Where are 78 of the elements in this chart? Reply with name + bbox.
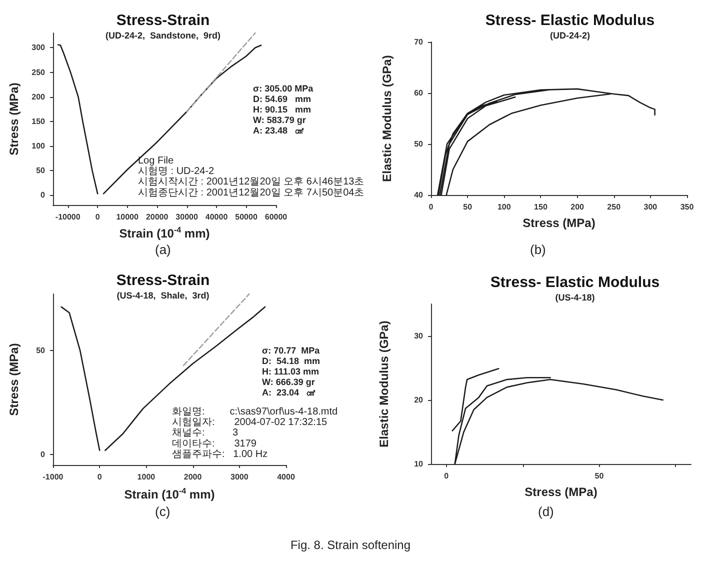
x-axis-title: Stress (MPa) <box>522 216 596 230</box>
x-tick-label: 150 <box>534 202 548 212</box>
annotation: 화일명: c:\sas97\orf\us-4-18.mtd <box>172 406 338 418</box>
y-tick-label: 30 <box>414 332 424 340</box>
x-tick-label: 50 <box>594 472 604 480</box>
x-tick-label: 350 <box>680 202 694 212</box>
y-tick-label: 200 <box>32 92 46 102</box>
chart-title: Stress- Elastic Modulus <box>485 12 655 29</box>
annotation: D: 54.18 mm <box>262 356 320 366</box>
annotation: 시험시작시간 : 2001년12월20일 오후 6시46분13초 <box>138 176 364 188</box>
y-tick-label: 300 <box>32 43 46 52</box>
chart-subtitle: (US-4-18, Shale, 3rd) <box>116 290 210 300</box>
annotation: H: 111.03 mm <box>262 366 320 376</box>
x-tick-label: 1000 <box>137 472 156 482</box>
annotation: 시험일자: 2004-07-02 17:32:15 <box>172 417 328 428</box>
x-tick-label: 4000 <box>277 472 296 482</box>
chart-subtitle: (UD-24-2) <box>550 30 590 40</box>
y-tick-label: 150 <box>32 116 46 126</box>
x-tick-label: 2000 <box>184 472 202 482</box>
x-tick-label: 50 <box>463 202 473 212</box>
chart-title: Stress-Strain <box>116 12 210 29</box>
y-axis-title: Elastic Modulus (GPa) <box>380 55 394 182</box>
x-tick-label: 0 <box>95 212 100 222</box>
y-axis-title: Stress (MPa) <box>7 343 21 416</box>
annotation: 데이타수: 3179 <box>172 438 257 450</box>
annotation: A: 23.48 ㎠ <box>253 126 304 136</box>
chart-subtitle: (UD-24-2, Sandstone, 9rd) <box>105 30 221 40</box>
annotation: 시험명 : UD-24-2 <box>138 166 215 178</box>
chart-title: Stress-Strain <box>116 272 210 289</box>
x-tick-label: 250 <box>607 202 622 212</box>
chart-title: Stress- Elastic Modulus <box>490 274 660 291</box>
y-tick-label: 20 <box>414 396 424 404</box>
x-tick-label: 40000 <box>205 212 228 222</box>
annotation: Log File <box>138 156 174 166</box>
text: (d) <box>538 504 554 519</box>
x-tick-label: 30000 <box>176 212 198 222</box>
x-tick-label: 20000 <box>146 212 169 222</box>
annotation: 시험종단시간 : 2001년12월20일 오후 7시50분04초 <box>138 187 364 198</box>
annotation: W: 583.79 gr <box>253 115 306 125</box>
y-tick-label: 60 <box>414 88 424 98</box>
y-tick-label: 100 <box>32 142 46 151</box>
x-tick-label: -10000 <box>55 212 81 222</box>
x-axis-title: Stress (MPa) <box>524 485 598 499</box>
annotation: W: 666.39 gr <box>262 377 316 387</box>
text: (a) <box>155 242 171 257</box>
y-tick-label: 40 <box>414 190 424 200</box>
x-tick-label: 50000 <box>235 212 258 222</box>
text: (c) <box>155 504 170 519</box>
annotation: A: 23.04 ㎠ <box>262 388 316 398</box>
annotation: D: 54.69 mm <box>253 94 312 104</box>
y-tick-label: 70 <box>414 38 424 46</box>
x-tick-label: 200 <box>570 202 585 212</box>
x-tick-label: 0 <box>428 202 434 212</box>
x-tick-label: -1000 <box>42 472 64 482</box>
y-tick-label: 250 <box>32 68 46 77</box>
x-tick-label: 0 <box>444 472 450 480</box>
x-tick-label: 0 <box>97 472 102 482</box>
annotation: H: 90.15 mm <box>253 104 312 114</box>
y-tick-label: 0 <box>40 190 46 200</box>
x-tick-label: 100 <box>497 202 512 212</box>
annotation: 채널수: 3 <box>172 428 239 439</box>
annotation: σ: 305.00 MPa <box>253 84 314 94</box>
y-axis-title: Stress (MPa) <box>7 82 21 156</box>
y-tick-label: 50 <box>36 346 46 355</box>
y-tick-label: 50 <box>414 140 424 148</box>
annotation: 샘플주파수: 1.00 Hz <box>172 448 268 460</box>
x-tick-label: 300 <box>644 202 658 212</box>
annotation: σ: 70.77 MPa <box>262 346 321 356</box>
caption: Fig. 8. Strain softening <box>289 538 412 552</box>
text: (b) <box>530 242 546 257</box>
y-tick-label: 50 <box>36 166 46 176</box>
y-tick-label: 0 <box>40 450 46 460</box>
chart-subtitle: (US-4-18) <box>555 292 595 302</box>
x-tick-label: 3000 <box>230 472 249 482</box>
x-tick-label: 10000 <box>116 212 140 222</box>
x-tick-label: 60000 <box>264 212 288 222</box>
y-axis-title: Elastic Modulus (GPa) <box>377 320 391 448</box>
y-tick-label: 10 <box>414 460 424 468</box>
